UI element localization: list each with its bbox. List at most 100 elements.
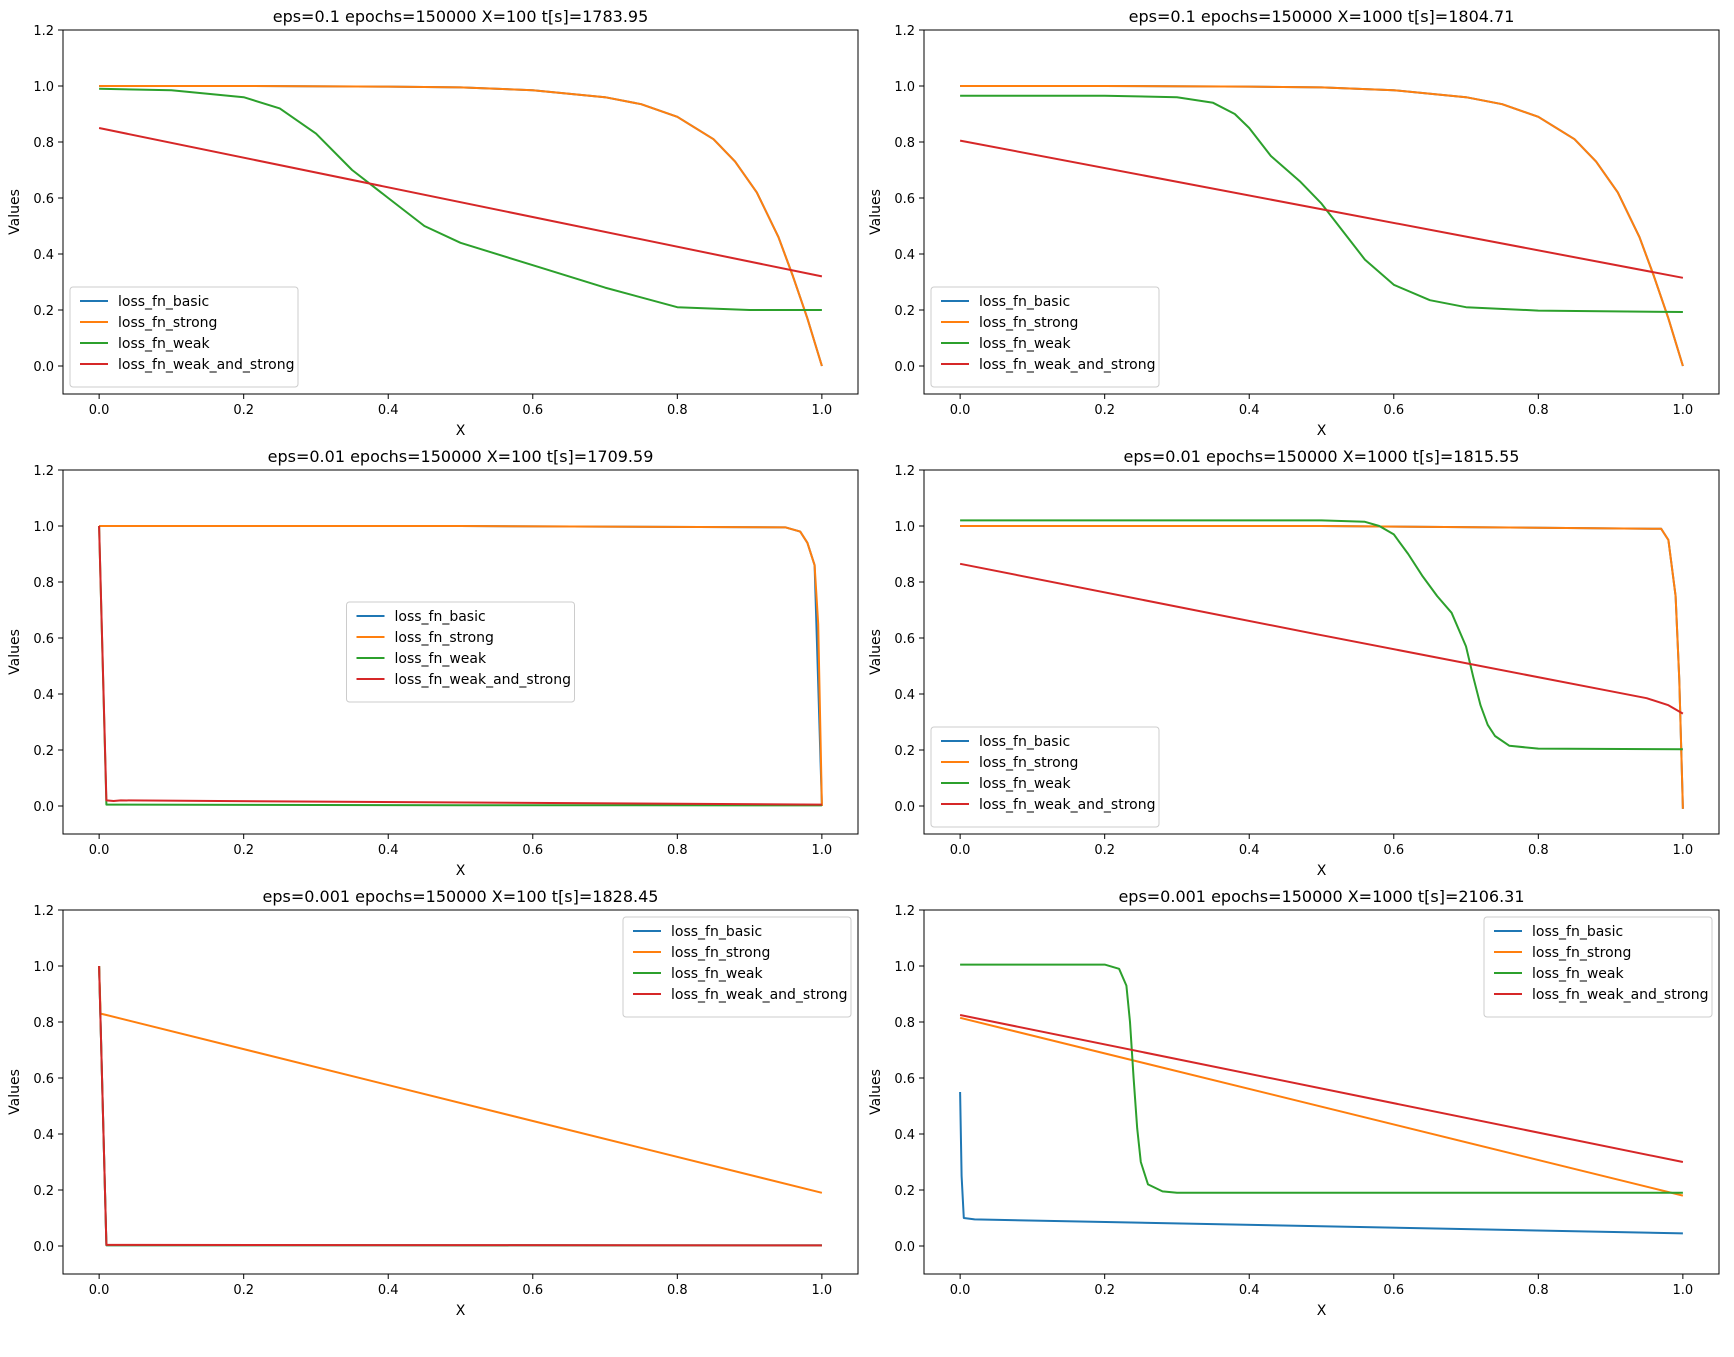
x-tick-label: 0.6 [522, 403, 543, 418]
axes-frame [62, 909, 859, 1275]
y-tick-label: 0.4 [33, 248, 54, 263]
y-tick-label: 0.6 [894, 632, 915, 647]
x-tick-label: 0.4 [378, 403, 399, 418]
series-line-loss-fn-strong [99, 525, 823, 807]
series-line-loss-fn-strong [960, 525, 1684, 809]
legend-label: loss_fn_weak_and_strong [395, 672, 572, 688]
y-tick-label: 0.8 [894, 1016, 915, 1031]
legend-box [930, 726, 1160, 828]
y-tick-label: 0.8 [894, 136, 915, 151]
series-line-loss-fn-weak-and-strong [98, 965, 822, 1247]
chart-title: eps=0.001 epochs=150000 X=1000 t[s]=2106… [1118, 887, 1524, 906]
x-tick-label: 0.6 [1383, 403, 1404, 418]
legend-label: loss_fn_strong [395, 630, 494, 646]
chart-title: eps=0.01 epochs=150000 X=100 t[s]=1709.5… [268, 447, 654, 466]
x-tick-label: 0.2 [1094, 843, 1115, 858]
x-tick-label: 0.2 [233, 1283, 254, 1298]
x-axis-label: X [1317, 863, 1327, 879]
legend-label: loss_fn_weak [1532, 966, 1624, 982]
x-tick-label: 1.0 [812, 843, 833, 858]
legend-box [622, 916, 852, 1018]
y-tick-label: 0.4 [894, 248, 915, 263]
axes-frame [923, 29, 1720, 395]
y-tick-label: 0.6 [33, 632, 54, 647]
y-tick-label: 0.6 [894, 192, 915, 207]
x-tick-label: 0.8 [1528, 843, 1549, 858]
y-tick-label: 1.2 [33, 464, 54, 479]
x-tick-label: 0.0 [89, 1283, 110, 1298]
y-tick-label: 0.2 [894, 304, 915, 319]
x-axis-label: X [456, 1303, 466, 1319]
x-tick-label: 0.8 [667, 1283, 688, 1298]
y-tick-label: 1.2 [33, 24, 54, 39]
x-tick-label: 1.0 [1673, 1283, 1694, 1298]
legend-label: loss_fn_weak_and_strong [671, 987, 848, 1003]
series-line-loss-fn-basic [959, 1091, 1683, 1235]
y-tick-label: 0.2 [894, 744, 915, 759]
y-tick-label: 1.0 [33, 520, 54, 535]
subplot-3: 0.0 0.2 0.4 0.6 0.8 1.0 0.0 0.2 0.4 0.6 0.8 1.0 1.2 e… [7, 447, 859, 879]
x-tick-label: 0.0 [950, 1283, 971, 1298]
x-tick-label: 0.6 [522, 843, 543, 858]
x-tick-label: 0.6 [1383, 843, 1404, 858]
y-tick-label: 0.8 [33, 1016, 54, 1031]
x-tick-label: 0.0 [89, 403, 110, 418]
y-tick-label: 0.2 [33, 1184, 54, 1199]
y-tick-label: 1.0 [894, 960, 915, 975]
y-tick-label: 1.0 [894, 80, 915, 95]
series-line-loss-fn-weak-and-strong [98, 127, 823, 278]
series-line-loss-fn-strong [960, 85, 1684, 367]
legend-label: loss_fn_strong [979, 755, 1078, 771]
legend: loss_fn_basic loss_fn_strong loss_fn_weakl… [346, 601, 575, 703]
subplot-6: 0.0 0.2 0.4 0.6 0.8 1.0 0.0 0.2 0.4 0.6 0.8 1.0 1.2 e… [868, 887, 1720, 1319]
x-tick-label: 0.6 [522, 1283, 543, 1298]
y-tick-label: 0.4 [894, 688, 915, 703]
y-tick-label: 0.4 [33, 1128, 54, 1143]
series-line-loss-fn-weak-and-strong [98, 525, 822, 806]
legend: loss_fn_basic loss_fn_strong loss_fn_weakl… [930, 286, 1160, 388]
legend-label: loss_fn_weak_and_strong [979, 797, 1156, 813]
y-tick-label: 1.0 [33, 960, 54, 975]
x-tick-label: 0.2 [1094, 1283, 1115, 1298]
legend-label: loss_fn_weak [979, 776, 1071, 792]
y-tick-label: 0.6 [33, 192, 54, 207]
series-line-loss-fn-weak-and-strong [959, 562, 1684, 715]
axes-frame [62, 469, 859, 835]
y-axis-label: Values [868, 1069, 884, 1115]
legend-label: loss_fn_strong [671, 945, 770, 961]
x-axis-label: X [456, 423, 466, 439]
legend-box [69, 286, 299, 388]
y-tick-label: 0.8 [33, 576, 54, 591]
series-line-loss-fn-weak [960, 963, 1683, 1194]
legend-label: loss_fn_basic [671, 924, 762, 940]
y-tick-label: 0.0 [33, 1240, 54, 1255]
y-tick-label: 1.2 [894, 904, 915, 919]
x-tick-label: 0.4 [1239, 1283, 1260, 1298]
legend-label: loss_fn_weak [979, 336, 1071, 352]
legend-label: loss_fn_strong [118, 315, 217, 331]
x-tick-label: 1.0 [812, 1283, 833, 1298]
series-line-loss-fn-weak [99, 87, 822, 311]
x-tick-label: 0.0 [89, 843, 110, 858]
legend-box [930, 286, 1160, 388]
y-tick-label: 0.0 [894, 360, 915, 375]
x-tick-label: 0.4 [1239, 843, 1260, 858]
legend-label: loss_fn_strong [1532, 945, 1631, 961]
x-axis-label: X [1317, 423, 1327, 439]
x-tick-label: 0.8 [667, 843, 688, 858]
chart-title: eps=0.1 epochs=150000 X=100 t[s]=1783.95 [273, 7, 649, 26]
subplot-5: 0.0 0.2 0.4 0.6 0.8 1.0 0.0 0.2 0.4 0.6 0.8 1.0 1.2 e… [7, 887, 859, 1319]
x-tick-label: 0.2 [233, 403, 254, 418]
series-line-loss-fn-weak-and-strong [959, 1014, 1684, 1163]
legend: loss_fn_basic loss_fn_strong loss_fn_weakl… [930, 726, 1160, 828]
legend: loss_fn_basic loss_fn_strong loss_fn_weakl… [622, 916, 852, 1018]
x-tick-label: 0.2 [1094, 403, 1115, 418]
series-line-loss-fn-weak-and-strong [959, 139, 1684, 279]
x-tick-label: 0.8 [1528, 1283, 1549, 1298]
x-tick-label: 0.4 [1239, 403, 1260, 418]
y-tick-label: 1.2 [894, 464, 915, 479]
legend-label: loss_fn_weak_and_strong [979, 357, 1156, 373]
series-line-loss-fn-strong [959, 1016, 1684, 1197]
y-tick-label: 0.8 [894, 576, 915, 591]
x-tick-label: 0.8 [1528, 403, 1549, 418]
